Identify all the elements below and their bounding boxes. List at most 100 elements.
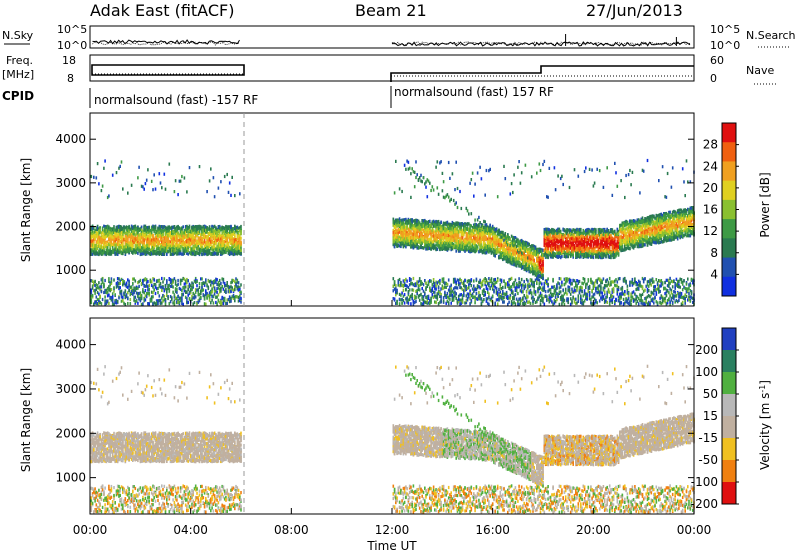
power-cell [94,249,96,253]
power-cell [415,175,417,180]
power-cell [115,252,118,256]
power-cell [120,299,123,303]
power-cell [192,291,194,295]
power-cell [137,245,139,249]
power-cell [201,232,203,236]
power-cell [105,231,108,235]
power-cell [430,279,432,283]
power-cell [123,246,125,250]
power-cell [111,232,114,236]
power-cell [100,290,103,294]
power-cell [148,238,150,242]
power-cell [143,238,145,242]
power-cell [184,231,187,235]
power-cell [202,231,205,235]
power-cell [98,300,100,304]
power-cell [166,231,168,235]
power-cell [240,224,242,229]
power-cell [166,293,168,297]
power-cell [193,245,196,249]
power-cell [455,201,457,205]
power-cell [191,238,193,242]
power-cell [186,237,188,241]
power-cell [169,284,172,288]
power-cell [166,239,168,243]
power-cell [182,234,184,238]
power-cell [148,230,150,234]
power-cell [110,238,113,242]
power-cell [125,230,128,234]
power-cell [194,232,197,236]
power-cell [164,300,167,304]
power-cell [127,227,129,231]
power-cell [95,240,98,244]
power-cell [143,187,145,191]
power-cell [93,234,95,238]
power-cell [149,236,152,240]
power-cell [161,276,163,281]
power-cell [120,277,123,281]
power-cell [90,243,93,247]
power-cell [105,288,108,292]
power-cell [90,294,93,298]
power-cell [104,251,106,255]
power-cell [104,241,106,245]
power-cell [122,251,124,255]
power-cell [164,283,167,288]
power-cell [198,236,201,241]
power-cell [234,299,236,303]
power-cell [193,279,196,283]
power-cell [115,285,118,289]
power-cell [113,234,115,239]
power-cell [192,233,194,237]
power-cell [168,233,171,237]
power-cell [163,298,166,302]
power-cell [187,240,189,244]
power-cell [193,240,196,244]
power-cell [159,245,162,249]
power-cell [176,284,178,288]
power-cell [99,228,101,232]
power-cell [158,298,161,303]
power-cell [432,278,435,282]
power-cell [135,247,138,251]
power-cell [162,280,164,284]
power-cell [113,238,115,242]
power-cell [173,299,176,303]
power-cell [240,290,242,294]
power-cell [457,234,460,238]
power-cell [109,234,111,238]
power-cell [114,233,116,237]
power-cell [230,193,232,197]
power-cell [449,297,451,301]
power-cell [178,300,181,304]
power-cell [145,252,148,256]
power-cell [96,245,99,249]
power-cell [189,252,192,256]
power-cell [171,297,173,301]
power-cell [109,227,111,231]
power-cell [194,252,197,256]
power-cell [116,237,119,242]
power-cell [93,244,95,248]
power-cell [191,287,193,291]
power-cell [217,293,220,297]
power-cell [109,241,111,245]
power-cell [158,224,161,228]
power-cell [159,238,162,242]
power-cell [124,283,127,287]
power-cell [139,291,142,295]
power-cell [130,241,133,245]
power-cell [111,298,114,302]
power-cell [114,240,116,244]
power-cell [187,231,189,235]
power-cell [152,302,154,306]
power-cell [197,236,200,240]
power-cell [103,290,105,295]
power-cell [116,252,119,256]
power-cell [113,230,115,234]
power-cell [161,248,163,252]
power-cell [225,290,227,294]
power-cell [129,248,132,252]
